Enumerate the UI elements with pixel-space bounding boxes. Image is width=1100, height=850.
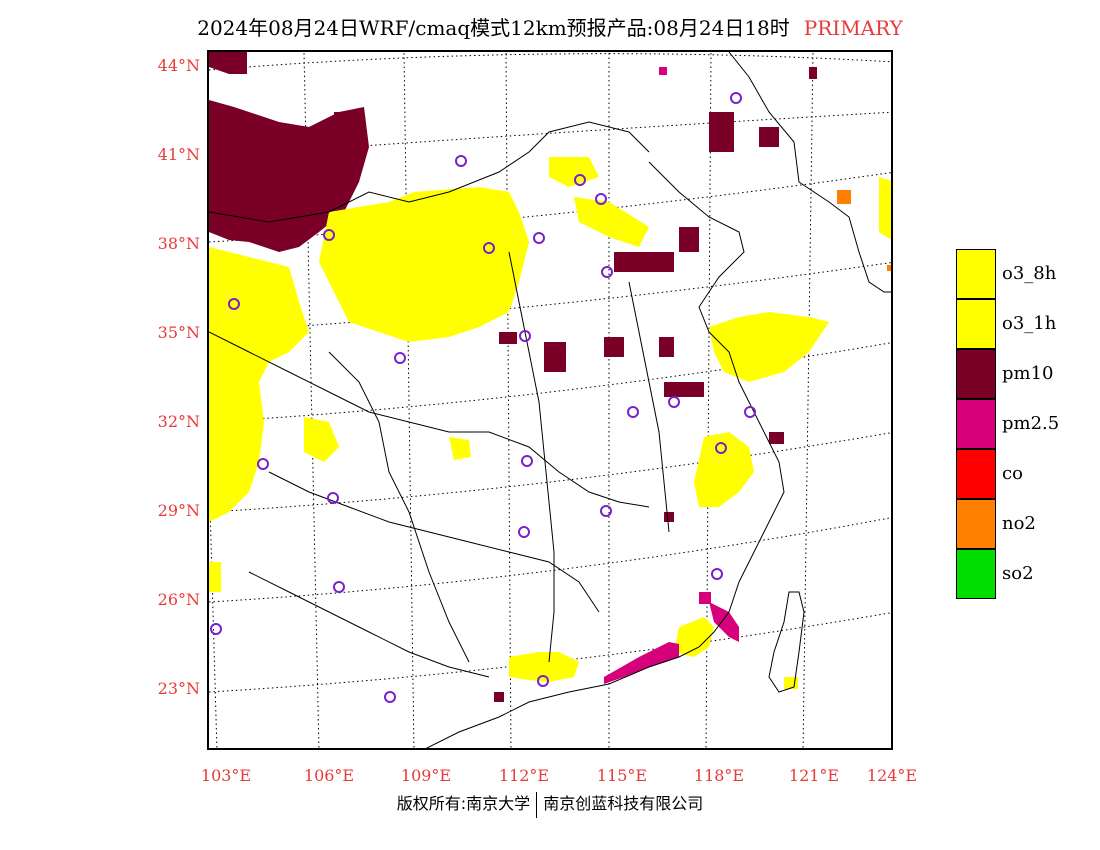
- lon-label-106: 106°E: [303, 766, 355, 785]
- lat-label-26: 26°N: [157, 590, 200, 609]
- no2-areas: [837, 190, 891, 271]
- copyright-footer: 版权所有:南京大学 南京创蓝科技有限公司: [0, 790, 1100, 818]
- legend-swatch: [956, 299, 996, 349]
- pm25-areas: [604, 67, 739, 684]
- lat-label-35: 35°N: [157, 323, 200, 342]
- footer-divider: [536, 791, 538, 818]
- lon-label-109: 109°E: [400, 766, 452, 785]
- lon-label-124: 124°E: [866, 766, 918, 785]
- station-markers: [210, 92, 756, 703]
- lon-label-118: 118°E: [693, 766, 745, 785]
- legend-swatch: [956, 249, 996, 299]
- map-title: 2024年08月24日WRF/cmaq模式12km预报产品:08月24日18时 P…: [0, 12, 1100, 41]
- lat-label-29: 29°N: [157, 501, 200, 520]
- lon-label-121: 121°E: [788, 766, 840, 785]
- legend-label: so2: [1002, 563, 1034, 584]
- legend-swatch: [956, 399, 996, 449]
- lat-label-23: 23°N: [157, 679, 200, 698]
- lat-label-41: 41°N: [157, 145, 200, 164]
- pm10-areas: [209, 52, 817, 702]
- lat-label-44: 44°N: [157, 56, 200, 75]
- legend-swatch: [956, 549, 996, 599]
- map-canvas: [209, 52, 891, 748]
- lat-label-32: 32°N: [157, 412, 200, 431]
- lat-label-38: 38°N: [157, 234, 200, 253]
- legend-swatch: [956, 499, 996, 549]
- legend-swatch: [956, 449, 996, 499]
- copyright-right: 南京创蓝科技有限公司: [543, 794, 704, 813]
- copyright-left: 版权所有:南京大学: [396, 794, 531, 813]
- legend-label: o3_1h: [1002, 313, 1057, 334]
- map-panel: [207, 50, 893, 750]
- legend-label: co: [1002, 463, 1023, 484]
- legend-label: o3_8h: [1002, 263, 1057, 284]
- legend-label: pm10: [1002, 363, 1054, 384]
- title-text: 2024年08月24日WRF/cmaq模式12km预报产品:08月24日18时: [197, 16, 790, 40]
- lon-label-115: 115°E: [596, 766, 648, 785]
- primary-tag: PRIMARY: [803, 16, 903, 40]
- legend-label: no2: [1002, 513, 1036, 534]
- legend-label: pm2.5: [1002, 413, 1060, 434]
- o3-areas: [209, 157, 891, 689]
- legend-swatch: [956, 349, 996, 399]
- lon-label-103: 103°E: [200, 766, 252, 785]
- lon-label-112: 112°E: [498, 766, 550, 785]
